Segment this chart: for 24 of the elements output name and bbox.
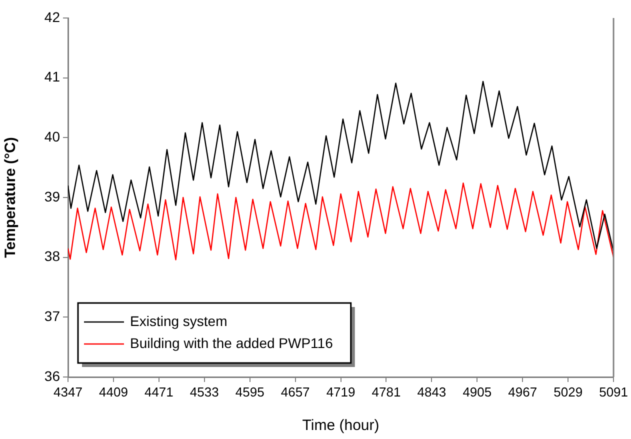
legend-label: Existing system	[130, 312, 228, 329]
x-tick-label: 5029	[554, 384, 583, 400]
x-axis-title: Time (hour)	[302, 417, 380, 434]
x-tick-label: 4719	[326, 384, 356, 400]
y-tick-label: 39	[44, 188, 60, 204]
y-tick-label: 37	[44, 308, 60, 324]
x-tick-label: 4347	[54, 384, 82, 400]
y-tick-label: 41	[44, 68, 60, 85]
y-tick-label: 42	[44, 8, 60, 25]
x-tick-label: 4781	[372, 384, 401, 400]
x-tick-label: 4595	[235, 384, 264, 400]
y-tick-label: 36	[44, 368, 60, 384]
y-axis-title: Temperature (°C)	[2, 137, 20, 258]
x-tick-label: 4905	[462, 384, 492, 400]
x-tick-label: 4967	[508, 384, 538, 400]
y-tick-label: 38	[44, 248, 60, 264]
x-tick-label: 5091	[599, 384, 628, 400]
x-tick-label: 4409	[99, 384, 128, 400]
x-tick-label: 4843	[417, 384, 446, 400]
x-tick-label: 4657	[280, 384, 310, 400]
x-tick-label: 4471	[144, 384, 174, 400]
x-tick-label: 4533	[190, 384, 219, 400]
legend-label: Building with the added PWP116	[130, 334, 334, 351]
y-tick-label: 40	[44, 128, 60, 145]
